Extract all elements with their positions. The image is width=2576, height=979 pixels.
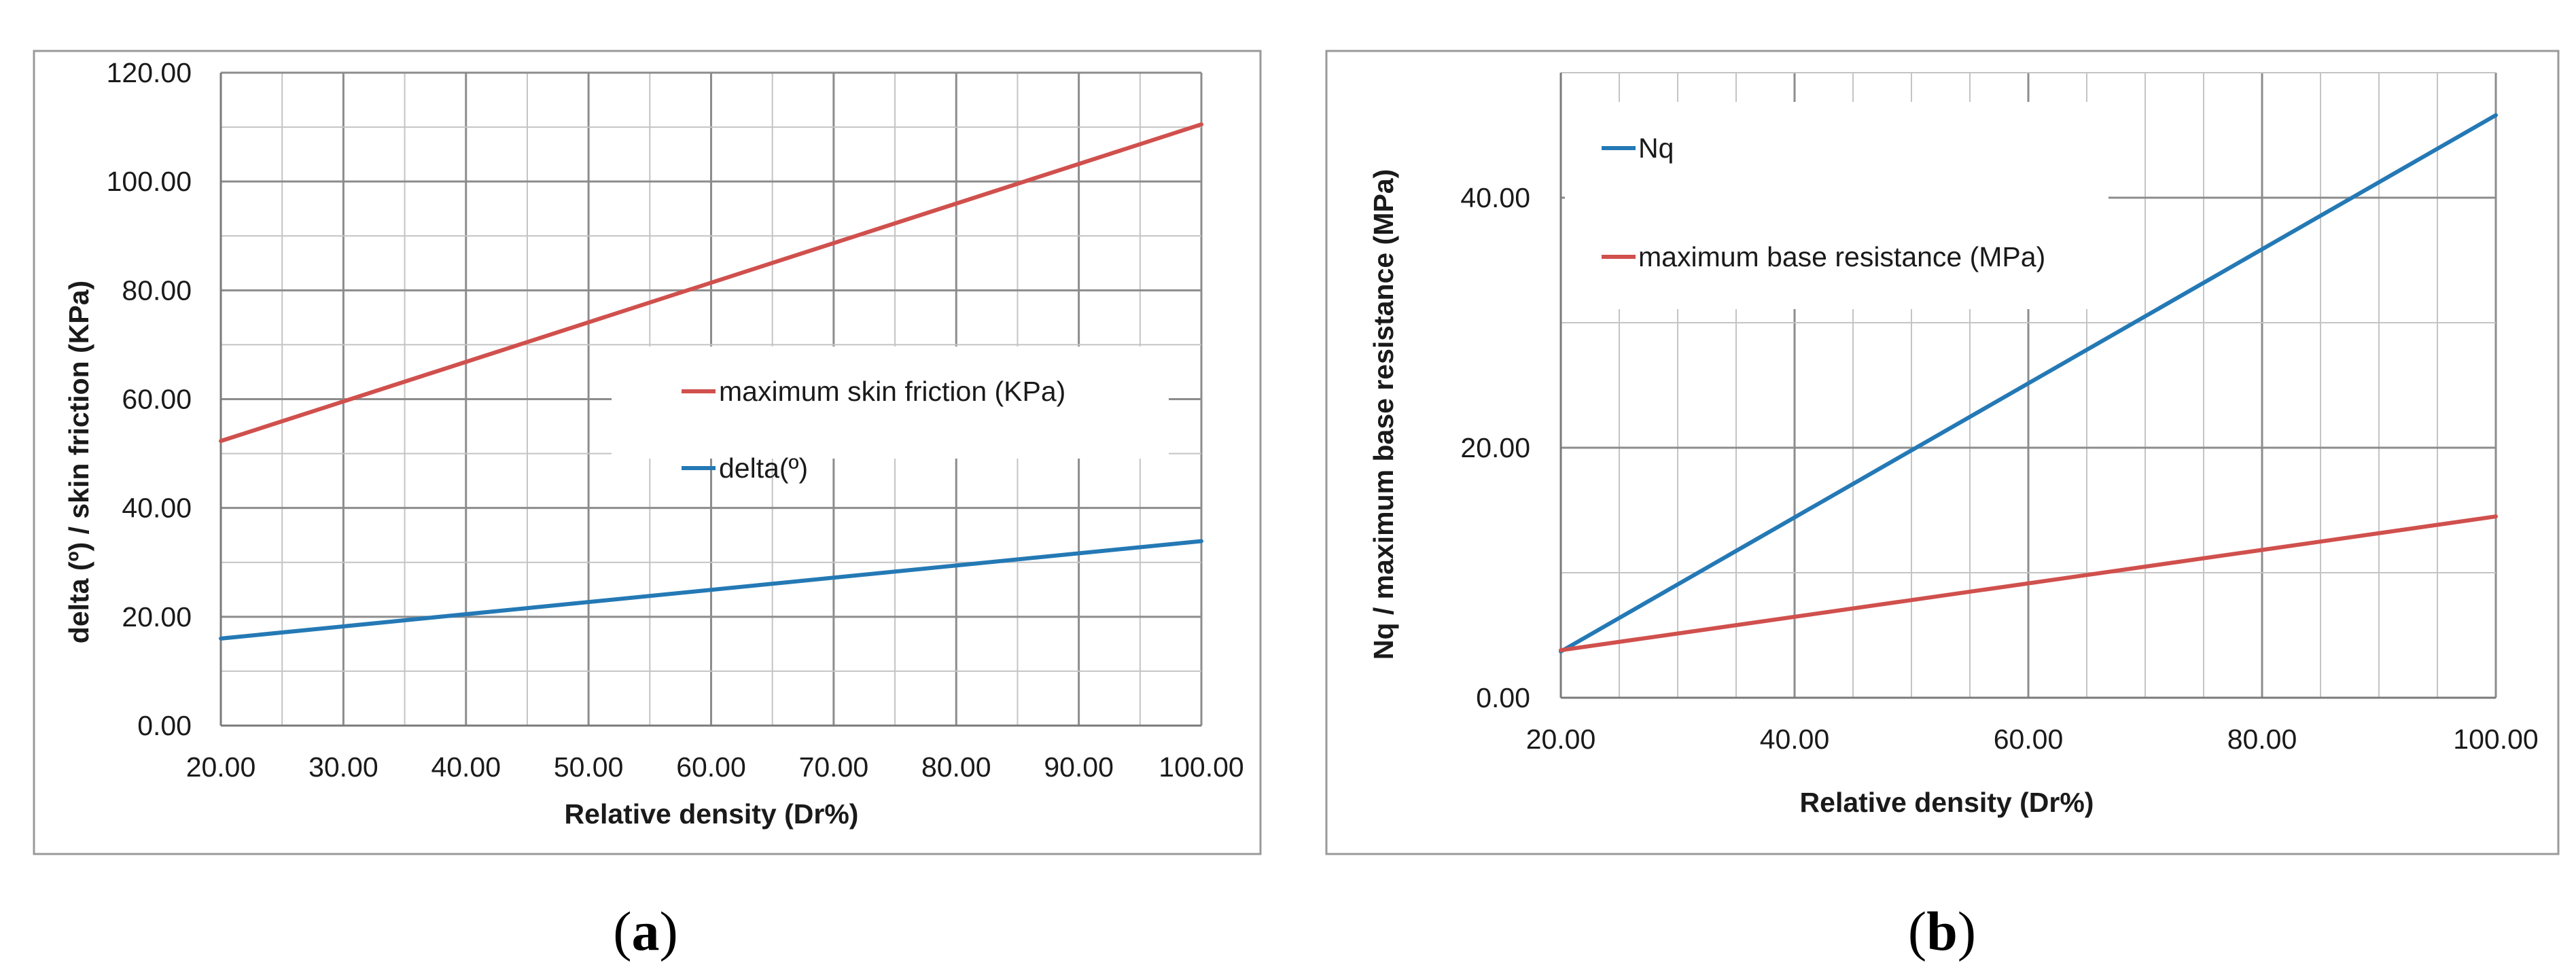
chart-b-x-tick-label: 60.00	[1994, 724, 2064, 755]
chart-panel-a: 20.00 30.00 40.00 50.00 60.00 70.00 80.00 90.00…	[33, 50, 1262, 962]
chart-panel-b: 20.00 40.00 60.00 80.00 100.00 0.00 20.00 40.00…	[1325, 50, 2560, 962]
chart-b-gridlines	[1559, 72, 2497, 699]
chart-b-x-tick-label: 20.00	[1526, 724, 1596, 755]
chart-a-x-tick-label: 50.00	[554, 751, 624, 783]
chart-a-x-tick-label: 70.00	[799, 751, 869, 783]
chart-a-x-tick-label: 40.00	[431, 751, 501, 783]
chart-a-x-tick-label: 20.00	[186, 751, 256, 783]
chart-b-series-line-2	[1559, 514, 2498, 653]
chart-a-legend-box	[612, 346, 1169, 459]
chart-b-x-tick-label: 100.00	[2453, 724, 2538, 755]
chart-a-y-tick-label: 40.00	[122, 493, 192, 524]
chart-a-x-tick-label: 90.00	[1044, 751, 1114, 783]
chart-a-y-tick-label: 80.00	[122, 274, 192, 306]
chart-a-y-tick-label: 120.00	[107, 57, 192, 88]
caption-b: (b)	[1908, 900, 1976, 962]
chart-a-x-tick-label: 80.00	[921, 751, 991, 783]
chart-a-tick-labels: 20.00 30.00 40.00 50.00 60.00 70.00 80.00 90.00…	[107, 57, 1244, 783]
chart-a-x-tick-label: 100.00	[1159, 751, 1243, 783]
legend-b-label-2: maximum base resistance (MPa)	[1638, 241, 2045, 272]
caption-a: (a)	[613, 900, 678, 962]
chart-a-series-line-2	[219, 539, 1203, 641]
chart-a-series-lines	[219, 122, 1203, 641]
legend-a-label-1: maximum skin friction (KPa)	[719, 376, 1065, 407]
chart-b-y-tick-label: 0.00	[1476, 682, 1530, 713]
chart-b-tick-labels: 20.00 40.00 60.00 80.00 100.00 0.00 20.00 40.00	[1460, 182, 2538, 755]
legend-a-label-2: delta(º)	[719, 452, 808, 484]
legend-b-label-1: Nq	[1638, 132, 1674, 164]
chart-a-y-axis-title: delta (º) / skin friction (KPa)	[63, 281, 94, 643]
chart-b-y-axis-title: Nq / maximum base resistance (MPa)	[1368, 169, 1399, 660]
chart-b-x-axis-title: Relative density (Dr%)	[1800, 787, 2094, 818]
chart-b-y-tick-label: 40.00	[1460, 182, 1530, 213]
chart-a-series-line-1	[219, 122, 1203, 444]
chart-a-y-tick-label: 20.00	[122, 601, 192, 633]
chart-a-y-tick-label: 100.00	[107, 166, 192, 197]
chart-a-x-tick-label: 30.00	[308, 751, 378, 783]
chart-b-x-tick-label: 40.00	[1760, 724, 1830, 755]
chart-b-series-lines	[1559, 113, 2498, 654]
chart-a-y-tick-label: 0.00	[137, 710, 192, 741]
chart-a-x-axis-title: Relative density (Dr%)	[565, 798, 859, 830]
chart-a-x-tick-label: 60.00	[676, 751, 746, 783]
chart-b-legend-box	[1565, 102, 2109, 309]
chart-b-frame	[1325, 50, 2560, 855]
chart-b-x-tick-label: 80.00	[2227, 724, 2297, 755]
chart-b-y-tick-label: 20.00	[1460, 432, 1530, 463]
chart-a-y-tick-label: 60.00	[122, 384, 192, 415]
chart-b-series-line-1	[1559, 113, 2498, 654]
